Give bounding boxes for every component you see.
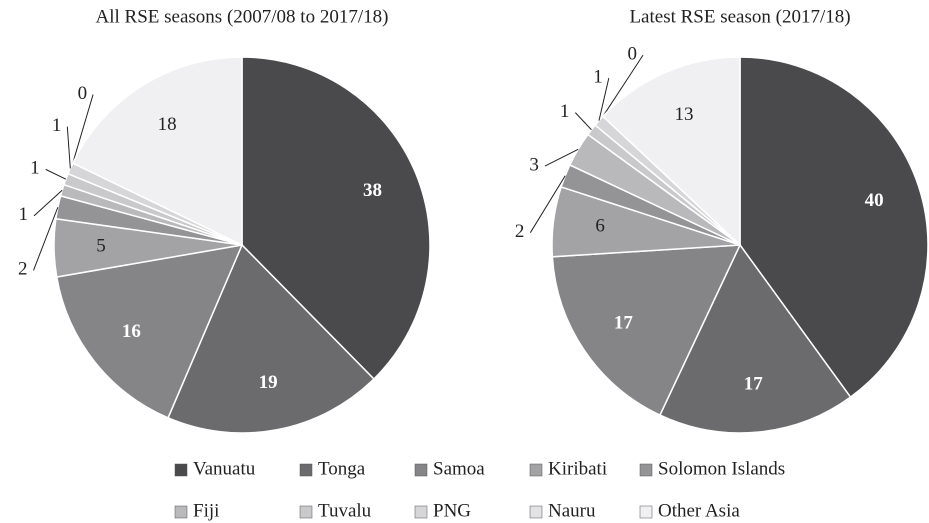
pie-slice xyxy=(601,56,741,247)
data-label: 17 xyxy=(744,374,764,395)
data-label: 17 xyxy=(614,313,634,334)
leader-line xyxy=(598,78,610,121)
legend-label: Other Asia xyxy=(658,500,740,521)
leader-line xyxy=(602,54,644,117)
data-label: 6 xyxy=(595,216,605,237)
legend-swatch xyxy=(299,505,313,519)
legend-label: PNG xyxy=(433,500,471,521)
legend-label: Solomon Islands xyxy=(658,458,785,479)
legend-label: Kiribati xyxy=(548,458,607,479)
legend-label: Tonga xyxy=(318,458,366,479)
leader-line xyxy=(72,94,94,164)
pie-slice xyxy=(739,56,929,399)
legend-swatch xyxy=(414,505,428,519)
leader-line xyxy=(45,168,67,180)
leader-line xyxy=(529,175,566,233)
legend-swatch xyxy=(529,463,543,477)
leader-line xyxy=(66,126,71,169)
legend-label: Fiji xyxy=(193,500,219,521)
data-label: 5 xyxy=(96,236,106,257)
chart-title: Latest RSE season (2017/18) xyxy=(629,6,850,27)
legend-swatch xyxy=(529,505,543,519)
legend-swatch xyxy=(174,463,188,477)
data-label: 18 xyxy=(158,114,177,135)
data-label: 38 xyxy=(363,180,382,201)
chart-title: All RSE seasons (2007/08 to 2017/18) xyxy=(96,6,389,27)
data-label: 0 xyxy=(78,83,88,104)
pie-slice xyxy=(658,243,852,434)
data-label: 13 xyxy=(675,104,694,125)
pie-slice xyxy=(55,244,244,419)
legend-swatch xyxy=(174,505,188,519)
pie-slice xyxy=(551,244,742,417)
pie-slice xyxy=(167,243,375,434)
data-label: 1 xyxy=(593,67,603,88)
data-label: 2 xyxy=(515,221,525,242)
data-label: 1 xyxy=(52,115,62,136)
pie-slice xyxy=(71,56,243,247)
data-label: 1 xyxy=(30,158,40,179)
leader-line xyxy=(33,189,63,217)
legend-swatch xyxy=(414,463,428,477)
leader-line xyxy=(574,112,592,131)
legend-label: Samoa xyxy=(433,458,485,479)
leader-line xyxy=(33,207,59,271)
legend-swatch xyxy=(639,505,653,519)
legend-label: Vanuatu xyxy=(193,458,256,479)
data-label: 2 xyxy=(18,259,28,280)
legend-label: Nauru xyxy=(548,500,596,521)
legend-swatch xyxy=(299,463,313,477)
data-label: 19 xyxy=(259,372,278,393)
data-label: 0 xyxy=(628,43,638,64)
data-label: 3 xyxy=(529,154,539,175)
data-label: 16 xyxy=(122,321,141,342)
data-label: 40 xyxy=(865,190,884,211)
pie-slice xyxy=(241,56,431,381)
legend-label: Tuvalu xyxy=(318,500,372,521)
leader-line xyxy=(544,148,579,167)
data-label: 1 xyxy=(560,101,570,122)
legend-swatch xyxy=(639,463,653,477)
data-label: 1 xyxy=(18,204,28,225)
